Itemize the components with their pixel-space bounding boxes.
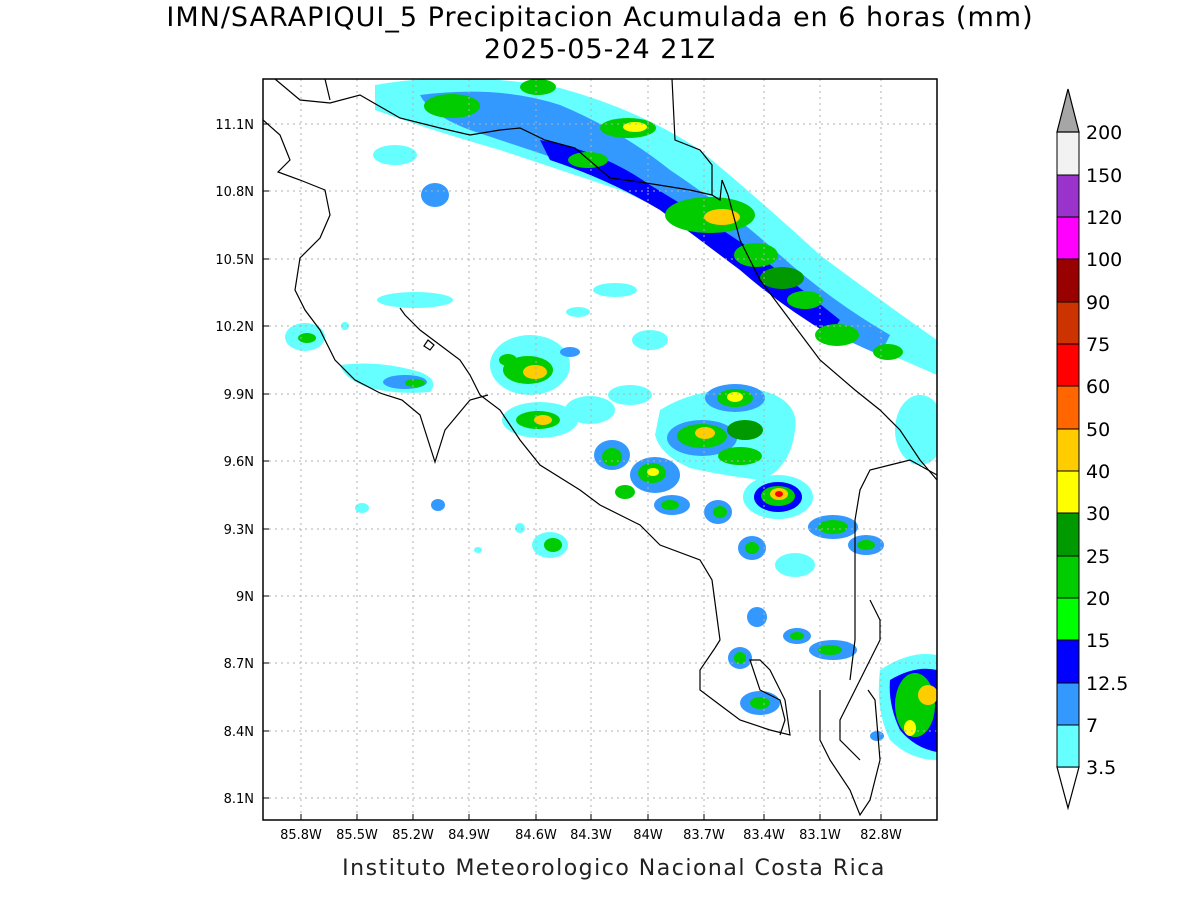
colorbar-swatch xyxy=(1056,682,1080,726)
lon-tick-label: 84.9W xyxy=(448,828,490,843)
colorbar-label: 15 xyxy=(1086,630,1110,652)
map-title: IMN/SARAPIQUI_5 Precipitacion Acumulada … xyxy=(166,2,1034,33)
lat-tick-label: 10.8N xyxy=(215,185,254,200)
colorbar-swatch xyxy=(1056,174,1080,218)
colorbar-swatch xyxy=(1056,512,1080,557)
colorbar-label: 60 xyxy=(1086,376,1110,398)
latitude-axis: 8.1N 8.4N 8.7N 9N 9.3N 9.6N 9.9N 10.2N 10.5N 10.8… xyxy=(215,118,269,807)
map-frame xyxy=(262,78,938,821)
lat-tick-label: 8.4N xyxy=(224,725,254,740)
lat-tick-label: 9N xyxy=(236,590,254,605)
colorbar-label: 40 xyxy=(1086,461,1110,483)
colorbar-label: 90 xyxy=(1086,292,1110,314)
lon-tick-label: 83.4W xyxy=(743,828,785,843)
lon-tick-label: 84.3W xyxy=(570,828,612,843)
colorbar-label: 75 xyxy=(1086,334,1110,356)
colorbar-swatch xyxy=(1056,470,1080,514)
lat-tick-label: 10.5N xyxy=(215,253,254,268)
colorbar-overflow xyxy=(1056,88,1080,133)
lon-tick-label: 83.7W xyxy=(683,828,725,843)
colorbar-swatch xyxy=(1056,131,1080,176)
colorbar-label: 30 xyxy=(1086,503,1110,525)
longitude-axis: 85.8W 85.5W 85.2W 84.9W 84.6W 84.3W 84W 83.7W 83… xyxy=(280,814,902,843)
map-datetime: 2025-05-24 21Z xyxy=(483,34,717,65)
colorbar-swatch xyxy=(1056,724,1080,768)
colorbar-swatch xyxy=(1056,385,1080,430)
lat-tick-label: 8.1N xyxy=(224,792,254,807)
colorbar-swatch xyxy=(1056,639,1080,684)
colorbar-swatch xyxy=(1056,597,1080,641)
colorbar-label: 12.5 xyxy=(1086,673,1128,695)
lat-tick-label: 9.3N xyxy=(224,523,254,538)
colorbar-underflow xyxy=(1056,766,1080,811)
colorbar-label: 50 xyxy=(1086,419,1110,441)
colorbar-label: 25 xyxy=(1086,546,1110,568)
colorbar-swatch xyxy=(1056,343,1080,387)
lon-tick-label: 85.8W xyxy=(280,828,322,843)
colorbar-label: 100 xyxy=(1086,249,1122,271)
lon-tick-label: 85.2W xyxy=(392,828,434,843)
colorbar-label: 7 xyxy=(1086,715,1098,737)
colorbar-swatch xyxy=(1056,555,1080,599)
colorbar-label: 150 xyxy=(1086,165,1122,187)
colorbar-swatch xyxy=(1056,258,1080,303)
colorbar-label: 3.5 xyxy=(1086,757,1116,779)
lat-tick-label: 8.7N xyxy=(224,657,254,672)
footer-credit: Instituto Meteorologico Nacional Costa R… xyxy=(342,856,886,881)
lon-tick-label: 83.1W xyxy=(799,828,841,843)
lon-tick-label: 84.6W xyxy=(515,828,557,843)
lat-tick-label: 9.6N xyxy=(224,455,254,470)
lat-tick-label: 9.9N xyxy=(224,388,254,403)
colorbar-label: 120 xyxy=(1086,207,1122,229)
lat-tick-label: 10.2N xyxy=(215,320,254,335)
lon-tick-label: 85.5W xyxy=(336,828,378,843)
map-grid xyxy=(263,79,937,820)
lat-tick-label: 11.1N xyxy=(215,118,254,133)
colorbar: 3.5 7 12.5 15 20 25 30 40 50 60 75 90 100 120 150 200 xyxy=(1056,88,1128,811)
colorbar-swatch xyxy=(1056,301,1080,345)
colorbar-swatch xyxy=(1056,428,1080,472)
coastlines xyxy=(263,79,937,817)
colorbar-label: 20 xyxy=(1086,588,1110,610)
colorbar-label: 200 xyxy=(1086,122,1122,144)
lon-tick-label: 84W xyxy=(633,828,663,843)
lon-tick-label: 82.8W xyxy=(860,828,902,843)
colorbar-swatch xyxy=(1056,216,1080,260)
